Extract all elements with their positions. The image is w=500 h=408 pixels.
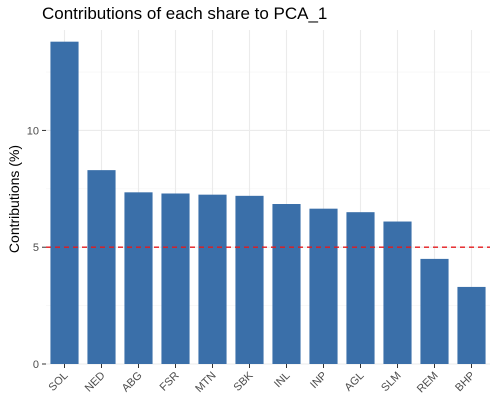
x-tick-label-sbk: SBK xyxy=(232,369,257,394)
x-tick-label-abg: ABG xyxy=(120,370,145,395)
bar-inl xyxy=(272,204,301,364)
bar-inp xyxy=(309,208,338,364)
bar-fsr xyxy=(161,193,190,364)
y-axis-title: Contributions (%) xyxy=(6,145,22,253)
y-tick-label: 5 xyxy=(33,242,39,254)
x-axis-ticks: SOL NED ABG FSR MTN SBK INL INP AGL SLM REM BHP xyxy=(47,364,478,395)
x-tick-label-sol: SOL xyxy=(47,370,71,394)
x-tick-label-slm: SLM xyxy=(379,370,403,394)
x-tick-label-fsr: FSR xyxy=(158,370,182,394)
bar-ned xyxy=(87,170,116,364)
x-tick-label-ned: NED xyxy=(83,370,108,395)
bar-sbk xyxy=(235,195,264,364)
x-tick-label-bhp: BHP xyxy=(453,370,477,394)
x-tick-label-agl: AGL xyxy=(343,370,367,394)
bar-sol xyxy=(50,41,79,365)
bar-mtn xyxy=(198,194,227,364)
y-axis-ticks: 0 5 10 xyxy=(27,125,46,371)
bar-abg xyxy=(124,192,153,364)
x-tick-label-inp: INP xyxy=(308,370,329,391)
bar-agl xyxy=(346,212,375,364)
bar-bhp xyxy=(457,286,486,364)
x-tick-label-rem: REM xyxy=(415,370,441,396)
x-tick-label-inl: INL xyxy=(272,370,293,391)
bar-slm xyxy=(383,221,412,364)
y-tick-label: 0 xyxy=(33,359,39,371)
bars xyxy=(50,41,486,365)
x-tick-label-mtn: MTN xyxy=(193,370,218,395)
chart-title: Contributions of each share to PCA_1 xyxy=(42,4,327,23)
bar-rem xyxy=(420,258,449,364)
y-tick-label: 10 xyxy=(27,125,39,137)
